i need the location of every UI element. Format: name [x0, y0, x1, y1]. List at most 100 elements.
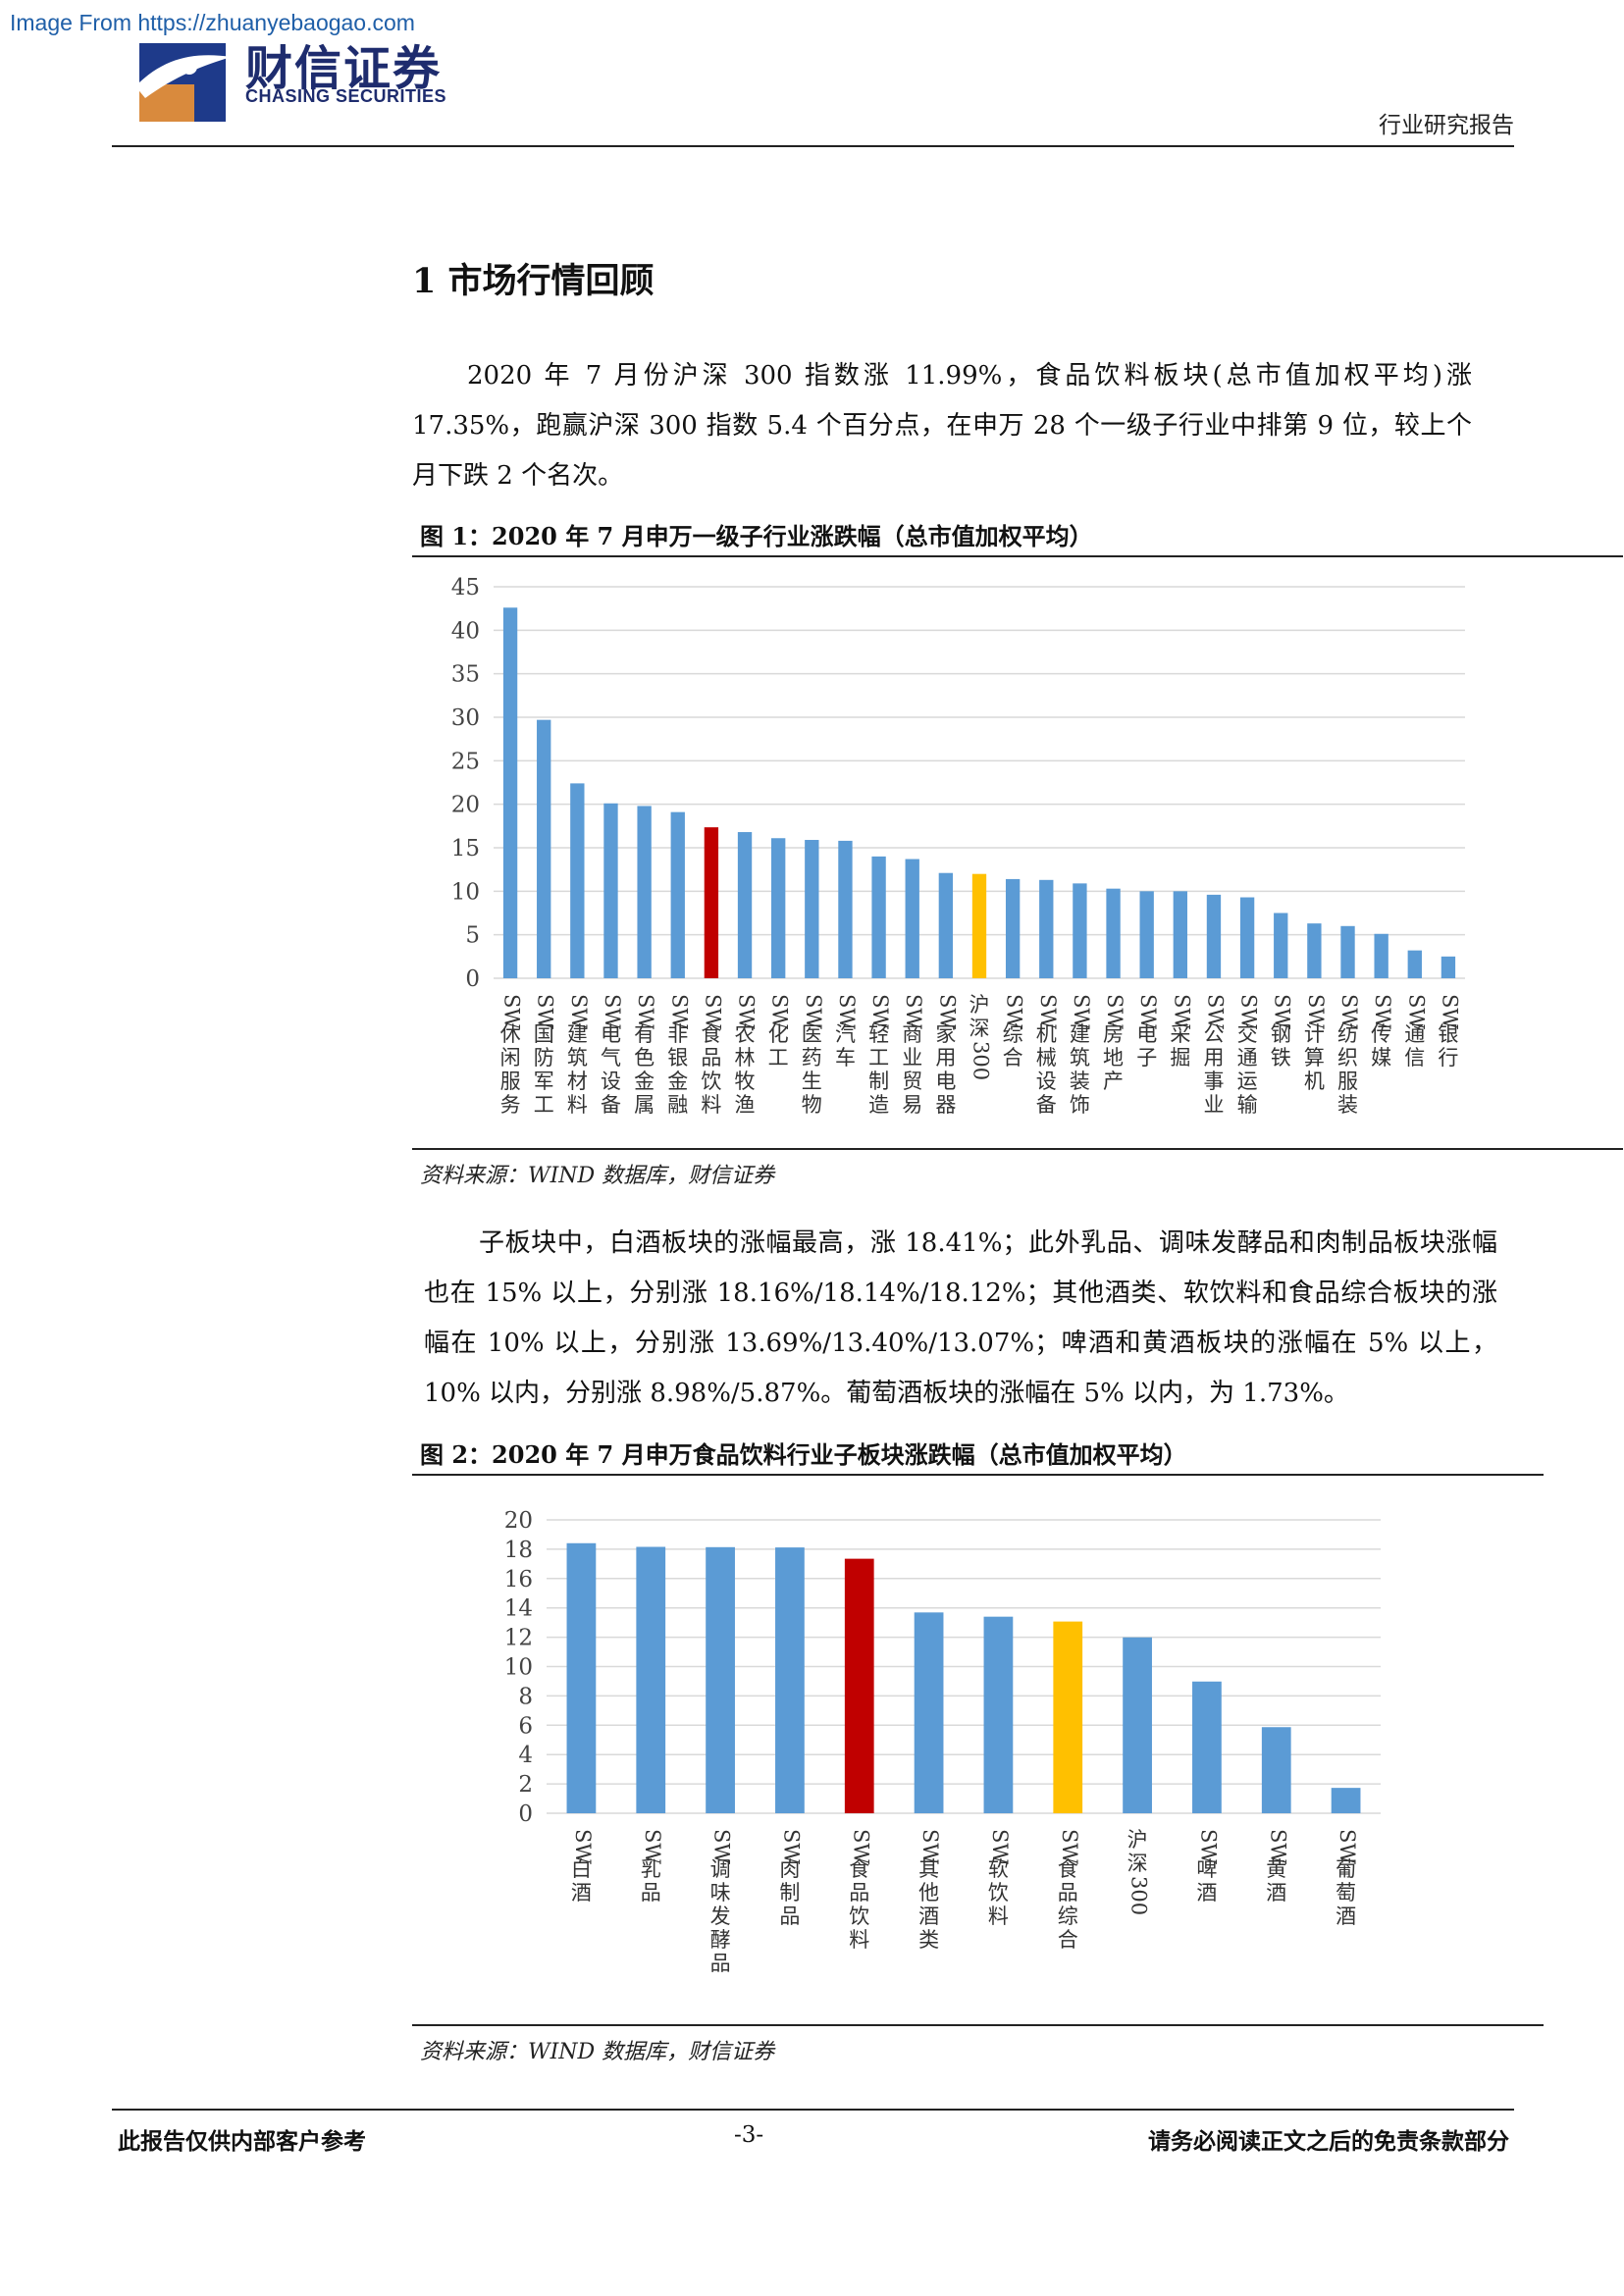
category-label-part: 食 — [701, 1022, 721, 1046]
footer-disclaimer-left: 此报告仅供内部客户参考 — [118, 2128, 366, 2155]
category-label-part: 色 — [634, 1046, 655, 1070]
category-label-part: 乳 — [641, 1857, 661, 1881]
bar — [871, 856, 886, 978]
category-label-part: 深 — [969, 1017, 990, 1040]
category-label-part: 制 — [779, 1881, 800, 1905]
y-tick-label: 15 — [451, 836, 480, 861]
category-label-part: 机 — [1036, 1022, 1057, 1046]
category-label-part: 信 — [1404, 1046, 1425, 1070]
y-tick-label: 5 — [465, 923, 480, 949]
chasing-securities-logo — [135, 43, 232, 122]
category-label-part: SW — [1371, 994, 1394, 1029]
category-label-part: 酒 — [1196, 1881, 1217, 1905]
bar — [1206, 894, 1222, 978]
category-label-part: 化 — [768, 1022, 789, 1046]
category-label-part: 纺 — [1337, 1022, 1358, 1046]
category-label-part: SW — [534, 994, 557, 1029]
bar — [636, 1546, 666, 1813]
logo-english-name: CHASING SECURITIES — [245, 86, 447, 106]
y-tick-label: 20 — [504, 1508, 533, 1534]
category-label-part: 算 — [1304, 1046, 1325, 1070]
category-label-part: 综 — [1058, 1905, 1078, 1928]
watermark-text: Image From https://zhuanyebaogao.com — [10, 10, 415, 35]
category-label-part: 设 — [601, 1070, 621, 1093]
category-label-part: SW — [667, 994, 691, 1029]
bar — [603, 803, 618, 978]
category-label-part: SW — [1266, 1829, 1289, 1864]
bar — [1441, 956, 1456, 978]
category-label-part: SW — [1304, 994, 1328, 1029]
category-label-part: 银 — [1438, 1022, 1458, 1046]
category-label-part: SW — [768, 994, 792, 1029]
y-tick-label: 6 — [518, 1713, 533, 1739]
category-label-part: 服 — [1337, 1070, 1358, 1093]
category-label-part: SW — [835, 994, 859, 1029]
category-label-part: SW — [1103, 994, 1126, 1029]
bar — [805, 840, 819, 978]
category-label-part: 金 — [667, 1070, 688, 1093]
category-label-part: SW — [1271, 994, 1294, 1029]
category-label-part: 电 — [601, 1022, 621, 1046]
category-label-part: 媒 — [1371, 1046, 1391, 1070]
category-label-part: SW — [710, 1829, 734, 1864]
bar — [1192, 1681, 1222, 1813]
bar — [1053, 1621, 1083, 1813]
category-label-part: 铁 — [1271, 1046, 1291, 1070]
category-label-part: 工 — [868, 1046, 889, 1070]
category-label-part: 地 — [1103, 1046, 1124, 1070]
category-label-part: 家 — [935, 1022, 956, 1046]
footer-divider — [112, 2109, 1514, 2111]
category-label-part: 电 — [935, 1070, 956, 1093]
category-label-part: SW — [1336, 1829, 1359, 1864]
footer-disclaimer-right: 请务必阅读正文之后的免责条款部分 — [1148, 2128, 1509, 2155]
category-label-part: 易 — [902, 1093, 922, 1117]
bar — [570, 783, 585, 978]
category-label-part: 轻 — [868, 1022, 889, 1046]
category-label-part: 啤 — [1196, 1857, 1217, 1881]
category-label-part: SW — [601, 994, 624, 1029]
bar — [938, 872, 954, 978]
category-label-part: 工 — [534, 1093, 554, 1117]
category-label-part: 综 — [1003, 1022, 1023, 1046]
section-title: 1 市场行情回顾 — [412, 261, 655, 301]
category-label-part: 业 — [1203, 1093, 1224, 1117]
y-tick-label: 30 — [451, 705, 480, 731]
category-label-part: SW — [802, 994, 825, 1029]
category-label-part: 产 — [1103, 1070, 1124, 1093]
y-tick-label: 16 — [504, 1567, 533, 1592]
category-label-part: 牧 — [735, 1070, 756, 1093]
category-label-part: 医 — [802, 1022, 822, 1046]
category-label-part: 设 — [1036, 1070, 1057, 1093]
category-label-part: 通 — [1237, 1046, 1258, 1070]
bar — [502, 607, 518, 978]
bar — [1073, 883, 1087, 978]
y-tick-label: 10 — [451, 879, 480, 905]
category-label-part: 林 — [735, 1046, 756, 1070]
category-label-part: 饮 — [849, 1905, 869, 1928]
category-label-part: 药 — [802, 1046, 822, 1070]
category-label-part: 酒 — [1336, 1905, 1356, 1928]
category-label-part: 他 — [918, 1881, 939, 1905]
bar — [1261, 1727, 1291, 1813]
category-label-part: 建 — [1070, 1022, 1090, 1046]
bar — [775, 1547, 805, 1813]
y-tick-label: 0 — [465, 966, 480, 992]
category-label-part: 食 — [849, 1857, 869, 1881]
y-tick-label: 12 — [504, 1626, 533, 1651]
category-label-part: 机 — [1304, 1070, 1325, 1093]
category-label-part: SW — [918, 1829, 942, 1864]
y-tick-label: 20 — [451, 793, 480, 818]
category-label-part: 行 — [1438, 1046, 1458, 1070]
category-label-part: 备 — [601, 1093, 621, 1117]
category-label-part: 服 — [500, 1070, 521, 1093]
category-label-part: 通 — [1404, 1022, 1425, 1046]
category-label-part: 渔 — [735, 1093, 756, 1117]
category-label-part: 黄 — [1266, 1857, 1286, 1881]
category-label-part: 物 — [802, 1093, 822, 1117]
category-label-part: 调 — [710, 1857, 731, 1881]
y-tick-label: 8 — [518, 1684, 533, 1709]
category-label-part: 交 — [1237, 1022, 1258, 1046]
category-label-part: 房 — [1103, 1022, 1124, 1046]
category-label-part: 农 — [735, 1022, 756, 1046]
category-label-part: 钢 — [1271, 1022, 1291, 1046]
